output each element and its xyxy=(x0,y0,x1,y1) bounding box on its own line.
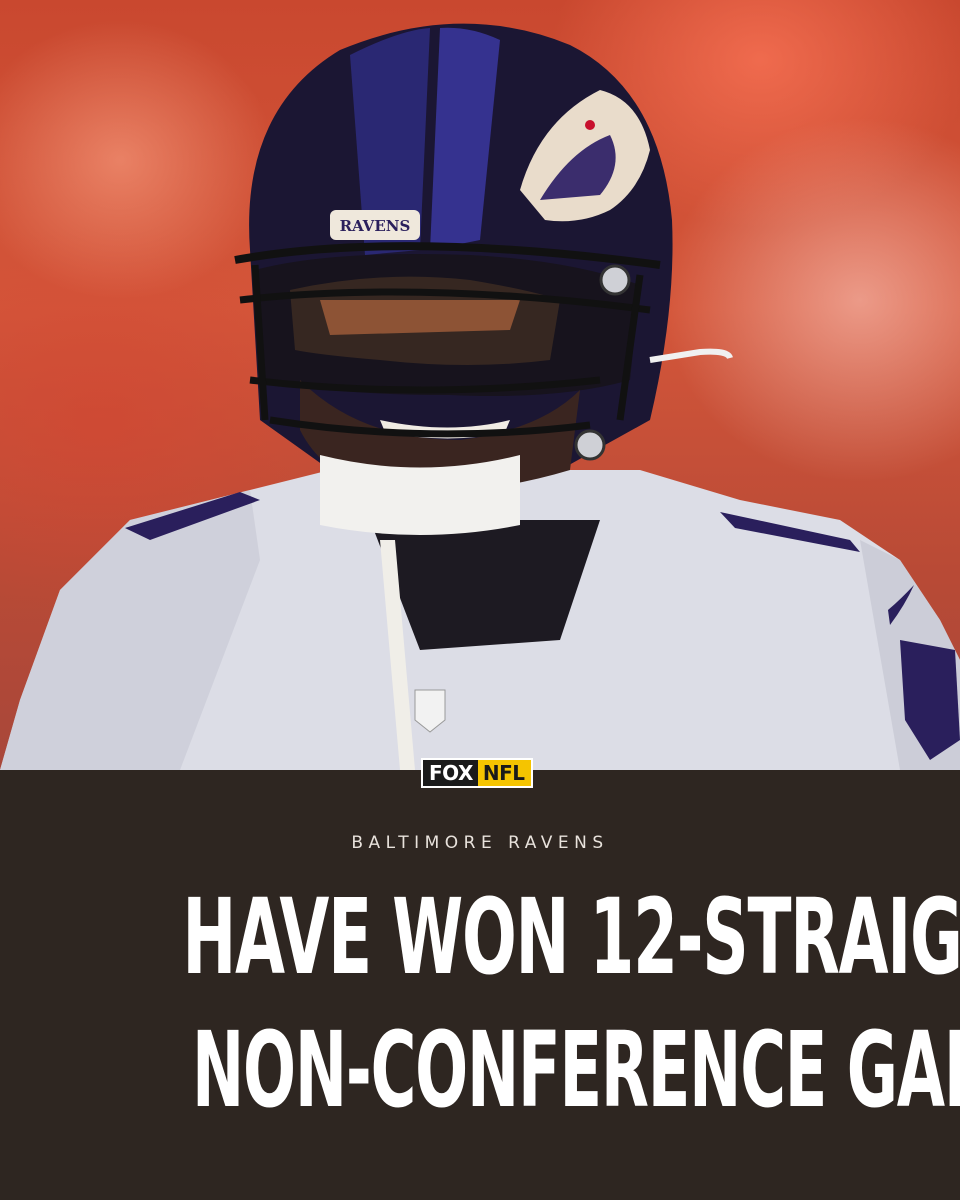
player-photo: RAVENS xyxy=(0,0,960,770)
fox-nfl-logo: FOX NFL xyxy=(421,758,533,788)
helmet-label: RAVENS xyxy=(340,217,411,235)
caption-panel xyxy=(0,770,960,1200)
headline-line-1: HAVE WON 12-STRAIGHT xyxy=(182,876,960,998)
fox-logo-text: FOX xyxy=(421,758,478,788)
player-illustration: RAVENS xyxy=(0,23,960,770)
team-name: BALTIMORE RAVENS xyxy=(351,833,609,853)
nfl-logo-text: NFL xyxy=(477,758,533,788)
headline-line-2: NON-CONFERENCE GAMES xyxy=(192,1009,960,1131)
